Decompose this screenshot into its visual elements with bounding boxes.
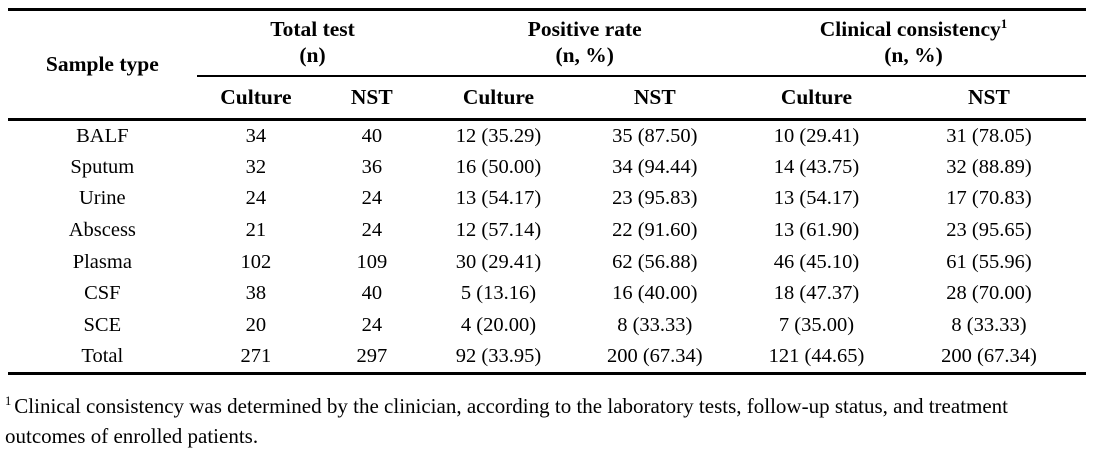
group-unit-clinical-consistency: (n, %) <box>884 42 943 67</box>
total-culture-cell: 38 <box>245 282 267 305</box>
positive-culture-cell: 16 (50.00) <box>455 155 542 178</box>
total-nst-cell: 109 <box>356 250 388 273</box>
total-nst-cell: 24 <box>361 313 383 336</box>
positive-culture-cell: 13 (54.17) <box>455 187 542 210</box>
footnote-marker: 1 <box>1000 17 1008 32</box>
positive-nst-cell: 35 (87.50) <box>612 124 698 147</box>
positive-culture-cell: 5 (13.16) <box>460 282 537 305</box>
total-nst-cell: 24 <box>361 218 383 241</box>
table-row-total: Total 271 297 92 (33.95) 200 (67.34) 121… <box>8 341 1086 375</box>
total-nst-cell: 40 <box>361 282 383 305</box>
total-nst-cell: 297 <box>315 341 429 375</box>
group-unit-positive-rate: (n, %) <box>555 42 614 67</box>
consistency-nst-cell: 23 (95.65) <box>946 218 1032 241</box>
footnote-marker: 1 <box>5 393 12 408</box>
positive-culture-cell: 12 (57.14) <box>455 218 542 241</box>
positive-culture-cell: 30 (29.41) <box>455 250 542 273</box>
group-label-total-test: Total test <box>270 17 355 42</box>
subheader-positive-culture: Culture <box>428 75 569 121</box>
subheader-consistency-nst: NST <box>891 75 1086 121</box>
sample-type-cell: CSF <box>84 282 121 305</box>
total-culture-cell: 102 <box>240 250 272 273</box>
consistency-culture-cell: 13 (54.17) <box>773 187 860 210</box>
consistency-culture-cell: 7 (35.00) <box>778 313 855 336</box>
subcolumn-header-row: Culture NST Culture NST Culture NST <box>8 75 1086 121</box>
total-nst-cell: 36 <box>361 155 383 178</box>
subheader-positive-nst: NST <box>568 75 741 121</box>
total-nst-cell: 24 <box>361 187 383 210</box>
consistency-nst-cell: 32 (88.89) <box>946 155 1032 178</box>
consistency-nst-cell: 17 (70.83) <box>946 187 1032 210</box>
total-culture-cell: 24 <box>245 187 267 210</box>
subheader-total-culture: Culture <box>196 75 316 121</box>
group-header-row: Sample type Total test (n) Positive rate… <box>8 9 1086 121</box>
table-row-csf: CSF 38 40 5 (13.16) 16 (40.00) 18 (47.37… <box>8 278 1086 310</box>
positive-nst-cell: 22 (91.60) <box>612 218 698 241</box>
group-unit-total-test: (n) <box>299 42 326 67</box>
group-label-clinical-consistency: Clinical consistency1 <box>741 17 1086 42</box>
table-row-urine: Urine 24 24 13 (54.17) 23 (95.83) 13 (54… <box>8 183 1086 215</box>
sample-type-cell: SCE <box>83 313 122 336</box>
consistency-culture-cell: 10 (29.41) <box>773 124 860 147</box>
positive-nst-cell: 200 (67.34) <box>568 341 741 375</box>
consistency-culture-cell: 13 (61.90) <box>773 218 860 241</box>
group-label-positive-rate: Positive rate <box>527 17 642 42</box>
total-culture-cell: 21 <box>245 218 267 241</box>
table-row-balf: BALF 34 40 12 (35.29) 35 (87.50) 10 (29.… <box>8 120 1086 152</box>
positive-culture-cell: 92 (33.95) <box>428 341 569 375</box>
column-group-positive-rate: Positive rate (n, %) <box>428 9 741 77</box>
consistency-nst-cell: 200 (67.34) <box>891 341 1086 375</box>
total-nst-cell: 40 <box>361 124 383 147</box>
footnote-text: Clinical consistency was determined by t… <box>5 393 1009 448</box>
consistency-culture-cell: 121 (44.65) <box>741 341 892 375</box>
column-group-clinical-consistency: Clinical consistency1 (n, %) <box>741 9 1086 77</box>
sample-results-table: Sample type Total test (n) Positive rate… <box>8 8 1086 375</box>
positive-nst-cell: 62 (56.88) <box>612 250 698 273</box>
table-row-abscess: Abscess 21 24 12 (57.14) 22 (91.60) 13 (… <box>8 215 1086 247</box>
group-label-text: Clinical consistency <box>819 17 1001 42</box>
sample-type-cell: Sputum <box>70 155 135 178</box>
sample-type-cell: Plasma <box>72 250 132 273</box>
sample-type-cell: Urine <box>78 187 126 210</box>
table-row-sce: SCE 20 24 4 (20.00) 8 (33.33) 7 (35.00) … <box>8 310 1086 342</box>
positive-nst-cell: 23 (95.83) <box>612 187 698 210</box>
consistency-nst-cell: 61 (55.96) <box>946 250 1032 273</box>
sample-type-cell: BALF <box>76 124 129 147</box>
positive-nst-cell: 16 (40.00) <box>612 282 698 305</box>
positive-culture-cell: 4 (20.00) <box>460 313 537 336</box>
table-row-plasma: Plasma 102 109 30 (29.41) 62 (56.88) 46 … <box>8 246 1086 278</box>
table-row-sputum: Sputum 32 36 16 (50.00) 34 (94.44) 14 (4… <box>8 151 1086 183</box>
table-footnote: 1 Clinical consistency was determined by … <box>5 391 1064 451</box>
consistency-nst-cell: 28 (70.00) <box>946 282 1032 305</box>
consistency-nst-cell: 8 (33.33) <box>951 313 1027 336</box>
column-header-sample-type: Sample type <box>8 9 197 121</box>
positive-nst-cell: 34 (94.44) <box>612 155 698 178</box>
subheader-consistency-culture: Culture <box>741 75 892 121</box>
sample-type-cell: Total <box>8 341 197 375</box>
total-culture-cell: 32 <box>245 155 267 178</box>
total-culture-cell: 34 <box>245 124 267 147</box>
consistency-culture-cell: 46 (45.10) <box>773 250 860 273</box>
consistency-culture-cell: 18 (47.37) <box>773 282 860 305</box>
consistency-nst-cell: 31 (78.05) <box>946 124 1032 147</box>
positive-culture-cell: 12 (35.29) <box>455 124 542 147</box>
total-culture-cell: 271 <box>196 341 316 375</box>
total-culture-cell: 20 <box>245 313 267 336</box>
sample-type-cell: Abscess <box>68 218 136 241</box>
positive-nst-cell: 8 (33.33) <box>617 313 693 336</box>
subheader-total-nst: NST <box>315 75 429 121</box>
consistency-culture-cell: 14 (43.75) <box>773 155 860 178</box>
column-group-total-test: Total test (n) <box>196 9 429 77</box>
